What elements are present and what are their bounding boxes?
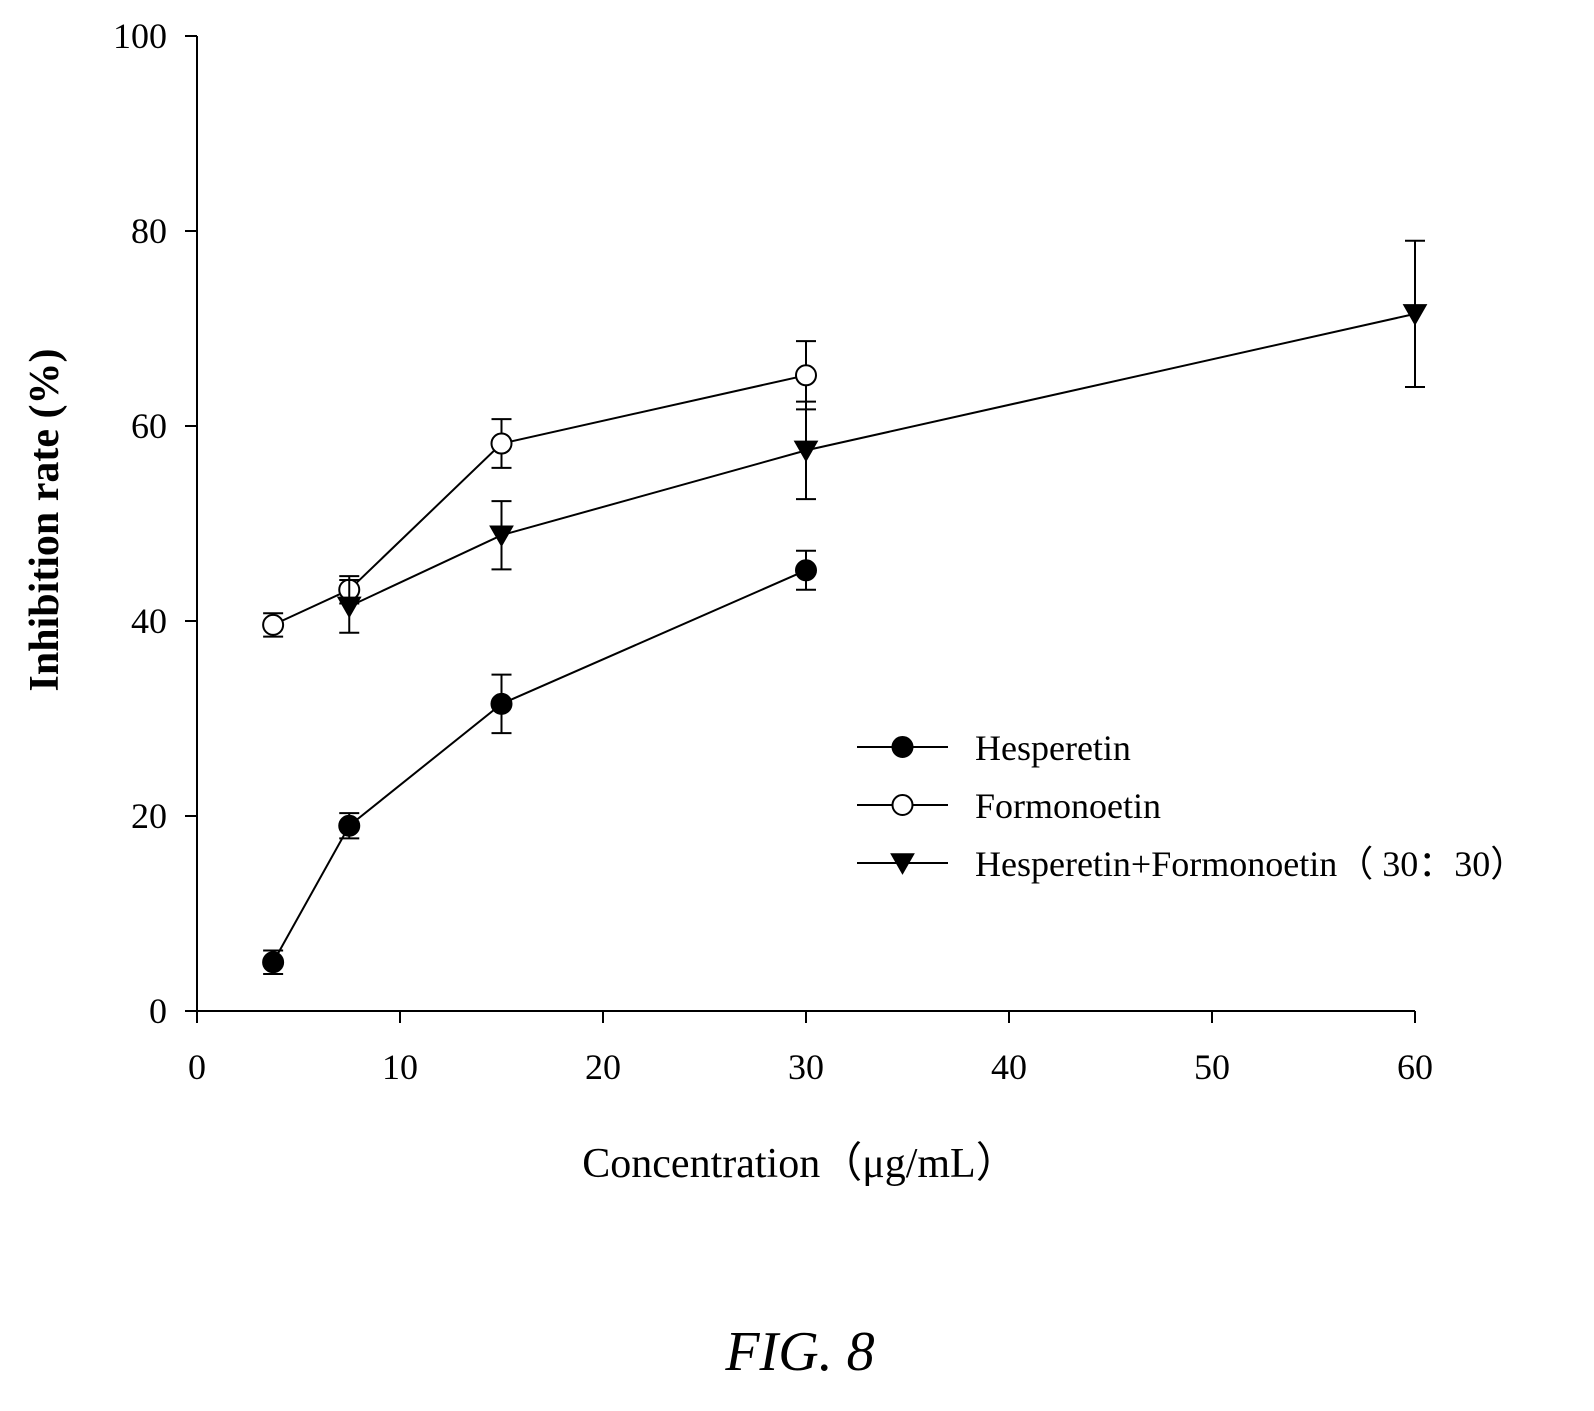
- series-line: [272, 569, 807, 963]
- series-1: [262, 340, 817, 638]
- series-line: [272, 374, 807, 626]
- axes: 0 10 20 30 40 50 60 0 20 40 60 80 100: [113, 16, 1433, 1087]
- x-tick-label: 30: [788, 1047, 824, 1087]
- data-point-open-circle: [891, 794, 914, 816]
- legend-label: Hesperetin+Formonoetin（ 30：30）: [975, 844, 1526, 884]
- data-point-triangle: [489, 525, 514, 548]
- series-0: [262, 549, 817, 975]
- data-point-filled-circle: [891, 736, 914, 758]
- figure-caption: FIG. 8: [724, 1321, 874, 1383]
- x-tick-label: 60: [1397, 1047, 1433, 1087]
- series-2: [336, 239, 1428, 634]
- legend-label: Formonoetin: [975, 786, 1161, 826]
- x-tick-label: 10: [382, 1047, 418, 1087]
- x-tick-label: 40: [991, 1047, 1027, 1087]
- x-tick-label: 0: [188, 1047, 206, 1087]
- series-line: [348, 312, 1416, 608]
- data-point-filled-circle: [338, 814, 361, 837]
- y-axis-title: Inhibition rate (%): [22, 348, 68, 691]
- y-tick-label: 40: [131, 601, 167, 641]
- legend: Hesperetin Formonoetin Hesperetin+Formonoe…: [857, 728, 1526, 884]
- data-point-open-circle: [490, 432, 513, 455]
- x-tick-label: 20: [585, 1047, 621, 1087]
- legend-label: Hesperetin: [975, 728, 1131, 768]
- data-point-open-circle: [795, 364, 817, 387]
- y-tick-label: 80: [131, 211, 167, 251]
- data-point-open-circle: [262, 613, 285, 636]
- data-point-filled-circle: [490, 692, 513, 715]
- y-tick-label: 100: [113, 16, 167, 56]
- data-point-triangle: [336, 596, 362, 619]
- y-tick-label: 0: [149, 991, 167, 1031]
- data-point-triangle: [793, 440, 819, 463]
- y-tick-label: 20: [131, 796, 167, 836]
- x-tick-label: 50: [1194, 1047, 1230, 1087]
- x-axis-title: Concentration（μg/mL）: [582, 1141, 1017, 1187]
- series-layer: [262, 239, 1428, 975]
- data-point-filled-circle: [795, 559, 817, 582]
- data-point-triangle: [890, 853, 915, 875]
- data-point-triangle: [1402, 304, 1428, 326]
- y-tick-label: 60: [131, 406, 167, 446]
- data-point-filled-circle: [262, 951, 285, 974]
